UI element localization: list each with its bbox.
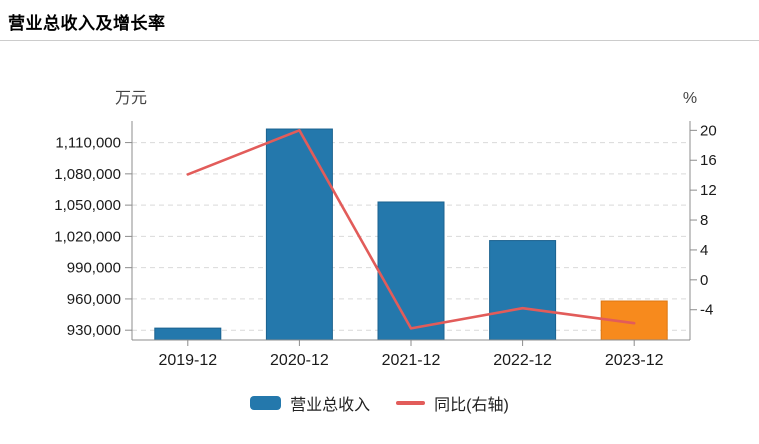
x-axis-label-2020-12: 2020-12 (270, 352, 329, 369)
left-axis-unit-label: 万元 (115, 90, 147, 107)
x-axis-label-2021-12: 2021-12 (382, 352, 441, 369)
x-axis-label-2019-12: 2019-12 (158, 352, 217, 369)
right-axis-tick-label: 12 (700, 182, 717, 199)
axis-labels: 930,000 960,000 990,000 1,020,000 1,050,000 1… (54, 122, 716, 369)
right-axis-tick-label: 16 (700, 152, 717, 169)
revenue-bar-2022-12[interactable] (489, 240, 557, 341)
yoy-line (186, 129, 636, 330)
revenue-bars (154, 128, 668, 341)
right-axis-tick-label: 20 (700, 122, 717, 139)
right-axis-tick-label: 8 (700, 212, 708, 229)
right-axis-tick-label: -4 (700, 302, 713, 319)
chart-legend: 营业总收入 同比(右轴) (0, 391, 759, 415)
title-divider (0, 40, 759, 41)
x-axis-label-2022-12: 2022-12 (493, 352, 552, 369)
left-axis-tick-label: 1,110,000 (55, 135, 121, 152)
right-axis-tick-label: 4 (700, 242, 708, 259)
legend-label-yoy: 同比(右轴) (434, 397, 509, 414)
right-axis-tick-label: 0 (700, 272, 708, 289)
revenue-bar-2020-12[interactable] (265, 128, 333, 341)
left-axis-tick-label: 1,020,000 (54, 228, 121, 245)
revenue-bar-swatch (250, 396, 282, 410)
yoy-line-swatch (396, 401, 426, 405)
left-axis-tick-label: 1,050,000 (54, 197, 121, 214)
revenue-bar-2019-12[interactable] (154, 327, 222, 341)
left-axis-tick-label: 960,000 (67, 291, 121, 308)
left-axis-tick-label: 930,000 (67, 322, 121, 339)
axes (125, 121, 697, 346)
page-title: 营业总收入及增长率 (8, 14, 166, 33)
legend-item-revenue[interactable]: 营业总收入 (250, 391, 370, 415)
right-axis-unit-label: % (683, 90, 697, 107)
x-axis-label-2023-12: 2023-12 (605, 352, 664, 369)
left-axis-tick-label: 1,080,000 (54, 166, 121, 183)
yoy-growth-line[interactable] (186, 129, 636, 330)
revenue-bar-2021-12[interactable] (377, 201, 445, 341)
left-axis-tick-label: 990,000 (67, 260, 121, 277)
legend-label-revenue: 营业总收入 (290, 397, 371, 414)
legend-item-yoy[interactable]: 同比(右轴) (396, 391, 509, 415)
